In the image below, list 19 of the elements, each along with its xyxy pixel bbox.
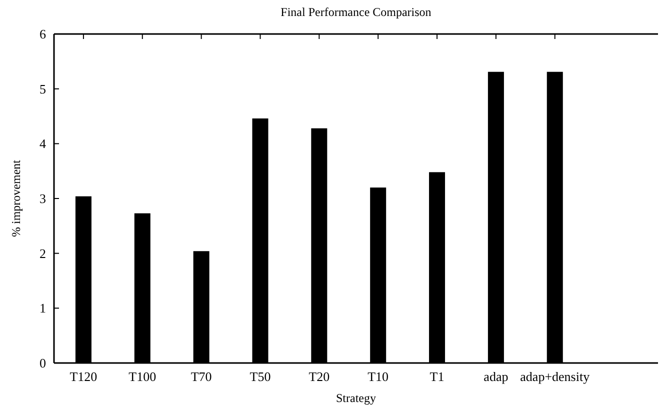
x-tick-label: T120 [70,369,98,384]
y-tick-label: 4 [40,136,46,152]
y-tick-label: 5 [40,81,46,96]
x-tick-label: T1 [430,369,444,384]
y-tick-label: 0 [40,356,46,370]
x-axis-title: Strategy [336,391,376,405]
x-tick-label: T50 [250,369,271,384]
x-tick-label: T10 [368,369,389,384]
chart-title: Final Performance Comparison [280,5,432,19]
y-tick-label: 3 [40,191,46,206]
y-tick-label: 6 [40,26,46,42]
y-tick-label: 2 [40,246,46,261]
y-tick-label: 1 [40,300,46,316]
x-tick-label: T70 [190,369,212,384]
y-axis-title: % improvement [9,159,23,237]
x-tick-label: T20 [308,369,330,384]
x-tick-label: T100 [128,369,156,384]
x-tick-label: adap+density [520,369,590,384]
x-tick-label: adap [484,369,508,384]
